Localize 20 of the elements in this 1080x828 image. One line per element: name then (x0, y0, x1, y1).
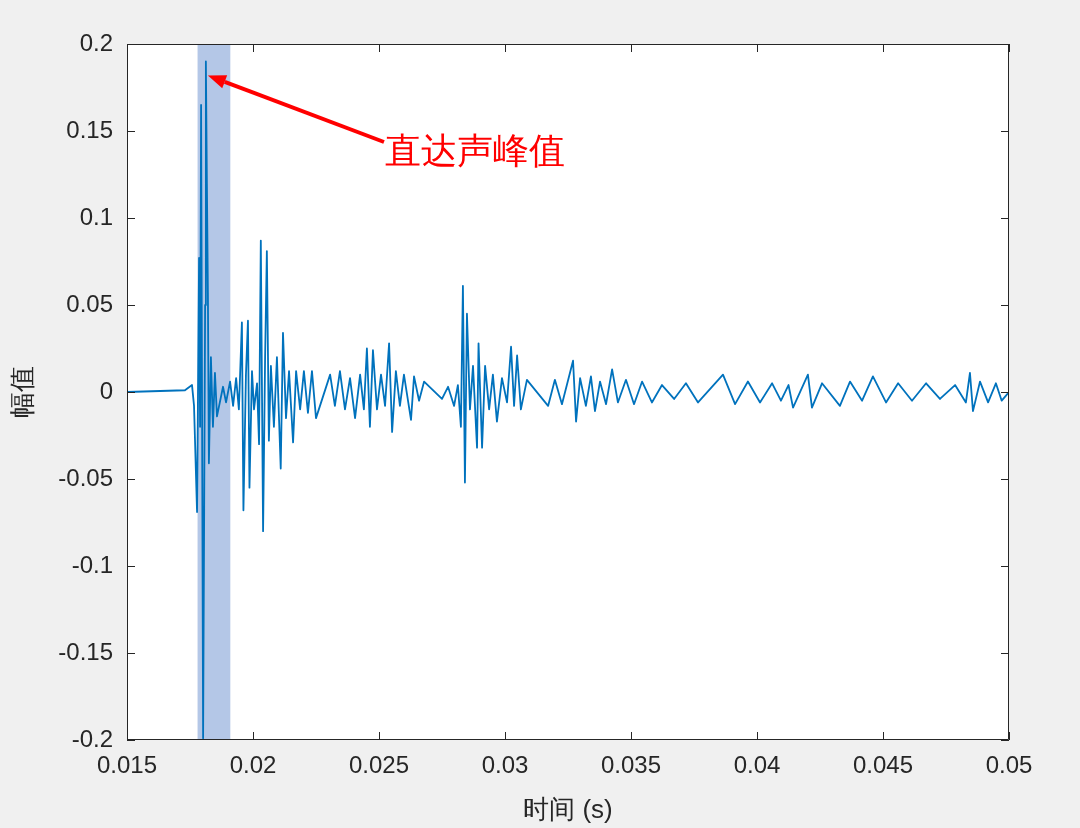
y-tick-label: -0.15 (58, 637, 113, 665)
x-axis-title: 时间 (s) (523, 793, 613, 824)
x-tick-label: 0.02 (229, 751, 277, 779)
x-tick-label: 0.03 (481, 751, 529, 779)
y-axis-title: 幅值 (6, 366, 37, 418)
x-tick-label: 0.045 (852, 751, 914, 779)
y-tick-label: 0.15 (66, 115, 113, 143)
y-tick-label: 0 (99, 376, 113, 404)
y-tick-label: -0.2 (71, 724, 113, 752)
x-tick-label: 0.025 (348, 751, 410, 779)
y-tick-label: -0.1 (71, 550, 113, 578)
y-tick-label: 0.1 (79, 202, 113, 230)
x-tick-label: 0.04 (733, 751, 781, 779)
y-tick-label: 0.2 (79, 28, 113, 56)
x-tick-label: 0.05 (985, 751, 1033, 779)
annotation: 直达声峰值 (385, 129, 565, 171)
y-tick-label: 0.05 (66, 289, 113, 317)
x-tick-label: 0.015 (96, 751, 158, 779)
x-tick-label: 0.035 (600, 751, 662, 779)
y-tick-label: -0.05 (58, 463, 113, 491)
